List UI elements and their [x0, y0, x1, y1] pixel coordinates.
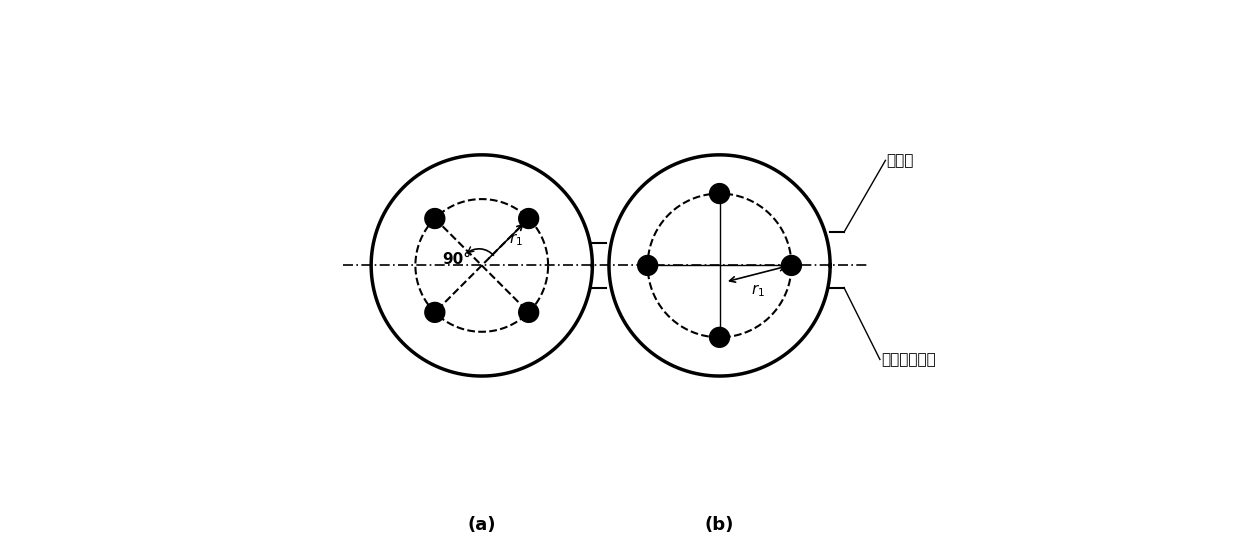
Text: 浇铸口中心线: 浇铸口中心线: [880, 352, 936, 367]
Polygon shape: [609, 155, 830, 376]
Polygon shape: [425, 208, 445, 228]
Polygon shape: [709, 327, 729, 347]
Polygon shape: [371, 155, 593, 376]
Polygon shape: [518, 208, 538, 228]
Text: $r_1$: $r_1$: [510, 231, 523, 248]
Text: 90°: 90°: [443, 252, 471, 268]
Text: $r_1$: $r_1$: [751, 282, 765, 299]
Polygon shape: [425, 302, 445, 322]
Text: (b): (b): [704, 517, 734, 534]
Polygon shape: [637, 255, 657, 275]
Polygon shape: [518, 302, 538, 322]
Polygon shape: [709, 184, 729, 204]
Text: (a): (a): [467, 517, 496, 534]
Text: 浇铸口: 浇铸口: [887, 153, 914, 168]
Polygon shape: [781, 255, 801, 275]
